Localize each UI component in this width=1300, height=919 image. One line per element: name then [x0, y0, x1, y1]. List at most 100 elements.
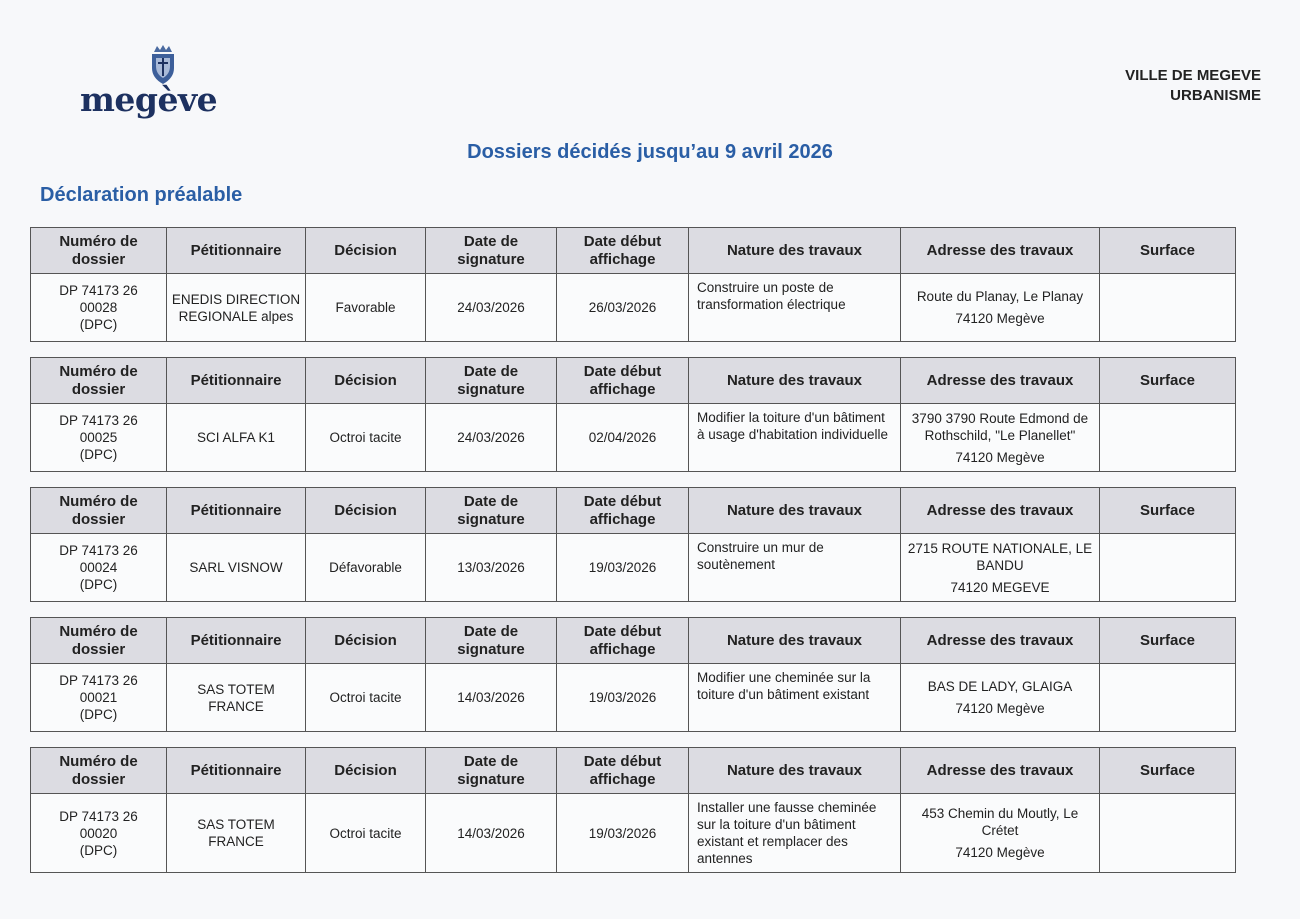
address-city: 74120 Megève — [955, 311, 1045, 326]
column-header-dossier-number: Numéro de dossier — [30, 357, 167, 404]
dossier-number-line: (DPC) — [79, 707, 118, 722]
page-title: Dossiers décidés jusqu’au 9 avril 2026 — [467, 141, 833, 163]
dossier-number-line: 00024 — [79, 560, 118, 575]
cell-dossier-number: DP 74173 26 00020 (DPC) — [30, 793, 167, 873]
column-header-surface: Surface — [1099, 357, 1236, 404]
dossier-table: Numéro de dossier Pétitionnaire Décision Da… — [30, 747, 1236, 873]
column-header-surface: Surface — [1099, 747, 1236, 794]
column-header-petitioner: Pétitionnaire — [166, 487, 306, 534]
dossier-number-line: DP 74173 26 — [59, 808, 138, 824]
column-header-works-nature: Nature des travaux — [688, 747, 901, 794]
column-header-works-nature: Nature des travaux — [688, 357, 901, 404]
address-street: BAS DE LADY, GLAIGA — [927, 679, 1073, 694]
column-header-petitioner: Pétitionnaire — [166, 227, 306, 274]
table-header-row: Numéro de dossier Pétitionnaire Décision Da… — [30, 747, 1236, 794]
dossier-number-line: (DPC) — [79, 447, 118, 462]
dossier-number-line: 00021 — [79, 690, 118, 705]
dossier-table: Numéro de dossier Pétitionnaire Décision Da… — [30, 357, 1236, 472]
cell-works-address: 2715 ROUTE NATIONALE, LE BANDU 74120 MEGE… — [900, 533, 1100, 602]
column-header-display-date: Date début affichage — [556, 747, 689, 794]
column-header-signature-date: Date de signature — [425, 617, 557, 664]
dossier-number-line: DP 74173 26 — [59, 413, 138, 428]
column-header-works-address: Adresse des travaux — [900, 747, 1100, 794]
column-header-display-date: Date début affichage — [556, 357, 689, 404]
cell-petitioner: SAS TOTEM FRANCE — [166, 663, 306, 732]
cell-decision: Octroi tacite — [305, 793, 426, 873]
dossier-number-line: DP 74173 26 — [59, 543, 138, 558]
cell-surface — [1099, 663, 1236, 732]
column-header-works-nature: Nature des travaux — [688, 227, 901, 274]
cell-display-date: 19/03/2026 — [556, 663, 689, 732]
column-header-decision: Décision — [305, 747, 426, 794]
column-header-surface: Surface — [1099, 487, 1236, 534]
address-city: 74120 Megève — [955, 845, 1045, 860]
table-row: DP 74173 26 00024 (DPC) SARL VISNOW Défavora… — [30, 533, 1236, 602]
cell-works-nature: Modifier une cheminée sur la toiture d'u… — [688, 663, 901, 732]
dossier-number-line: 00028 — [79, 300, 118, 315]
address-city: 74120 Megève — [955, 701, 1045, 716]
org-name: VILLE DE MEGEVE — [1125, 67, 1261, 84]
cell-surface — [1099, 533, 1236, 602]
table-row: DP 74173 26 00028 (DPC) ENEDIS DIRECTION RE… — [30, 273, 1236, 342]
column-header-petitioner: Pétitionnaire — [166, 617, 306, 664]
column-header-display-date: Date début affichage — [556, 227, 689, 274]
table-row: DP 74173 26 00025 (DPC) SCI ALFA K1 Octroi t… — [30, 403, 1236, 472]
cell-signature-date: 24/03/2026 — [425, 273, 557, 342]
dossier-table: Numéro de dossier Pétitionnaire Décision Da… — [30, 487, 1236, 602]
column-header-dossier-number: Numéro de dossier — [30, 747, 167, 794]
cell-display-date: 26/03/2026 — [556, 273, 689, 342]
column-header-works-nature: Nature des travaux — [688, 617, 901, 664]
cell-dossier-number: DP 74173 26 00028 (DPC) — [30, 273, 167, 342]
organization-header: VILLE DE MEGEVE URBANISME — [1125, 66, 1261, 106]
table-header-row: Numéro de dossier Pétitionnaire Décision Da… — [30, 357, 1236, 404]
column-header-surface: Surface — [1099, 617, 1236, 664]
column-header-decision: Décision — [305, 617, 426, 664]
cell-works-nature: Installer une fausse cheminée sur la toi… — [688, 793, 901, 873]
dossier-table: Numéro de dossier Pétitionnaire Décision Da… — [30, 227, 1236, 342]
coat-of-arms-icon — [152, 45, 174, 84]
column-header-display-date: Date début affichage — [556, 617, 689, 664]
column-header-works-address: Adresse des travaux — [900, 357, 1100, 404]
cell-dossier-number: DP 74173 26 00024 (DPC) — [30, 533, 167, 602]
address-street: 3790 3790 Route Edmond de Rothschild, "L… — [911, 410, 1089, 443]
column-header-dossier-number: Numéro de dossier — [30, 617, 167, 664]
address-street: 453 Chemin du Moutly, Le Crétet — [921, 806, 1079, 838]
section-title: Déclaration préalable — [40, 184, 243, 206]
cell-decision: Octroi tacite — [305, 403, 426, 472]
column-header-works-address: Adresse des travaux — [900, 617, 1100, 664]
dossier-tables: Numéro de dossier Pétitionnaire Décision Da… — [30, 227, 1236, 888]
dossier-number-line: 00020 — [79, 825, 118, 841]
cell-works-nature: Construire un poste de transformation él… — [688, 273, 901, 342]
cell-surface — [1099, 273, 1236, 342]
dossier-number-line: (DPC) — [79, 317, 118, 332]
cell-signature-date: 14/03/2026 — [425, 663, 557, 732]
column-header-dossier-number: Numéro de dossier — [30, 487, 167, 534]
cell-petitioner: ENEDIS DIRECTION REGIONALE alpes — [166, 273, 306, 342]
cell-signature-date: 14/03/2026 — [425, 793, 557, 873]
table-header-row: Numéro de dossier Pétitionnaire Décision Da… — [30, 487, 1236, 534]
logo-text: megève — [80, 80, 218, 119]
cell-surface — [1099, 793, 1236, 873]
column-header-surface: Surface — [1099, 227, 1236, 274]
cell-petitioner: SCI ALFA K1 — [166, 403, 306, 472]
cell-surface — [1099, 403, 1236, 472]
cell-works-address: 3790 3790 Route Edmond de Rothschild, "L… — [900, 403, 1100, 472]
column-header-decision: Décision — [305, 487, 426, 534]
dossier-number-line: (DPC) — [79, 577, 118, 592]
table-header-row: Numéro de dossier Pétitionnaire Décision Da… — [30, 617, 1236, 664]
cell-works-address: 453 Chemin du Moutly, Le Crétet 74120 Meg… — [900, 793, 1100, 873]
table-row: DP 74173 26 00021 (DPC) SAS TOTEM FRANCE Oct… — [30, 663, 1236, 732]
cell-works-address: BAS DE LADY, GLAIGA 74120 Megève — [900, 663, 1100, 732]
column-header-decision: Décision — [305, 227, 426, 274]
table-row: DP 74173 26 00020 (DPC) SAS TOTEM FRANCE Oct… — [30, 793, 1236, 873]
address-city: 74120 Megève — [955, 449, 1045, 465]
cell-petitioner: SARL VISNOW — [166, 533, 306, 602]
cell-decision: Octroi tacite — [305, 663, 426, 732]
column-header-works-nature: Nature des travaux — [688, 487, 901, 534]
cell-decision: Défavorable — [305, 533, 426, 602]
cell-decision: Favorable — [305, 273, 426, 342]
cell-dossier-number: DP 74173 26 00025 (DPC) — [30, 403, 167, 472]
column-header-signature-date: Date de signature — [425, 487, 557, 534]
cell-display-date: 19/03/2026 — [556, 533, 689, 602]
dossier-number-line: 00025 — [79, 430, 118, 445]
